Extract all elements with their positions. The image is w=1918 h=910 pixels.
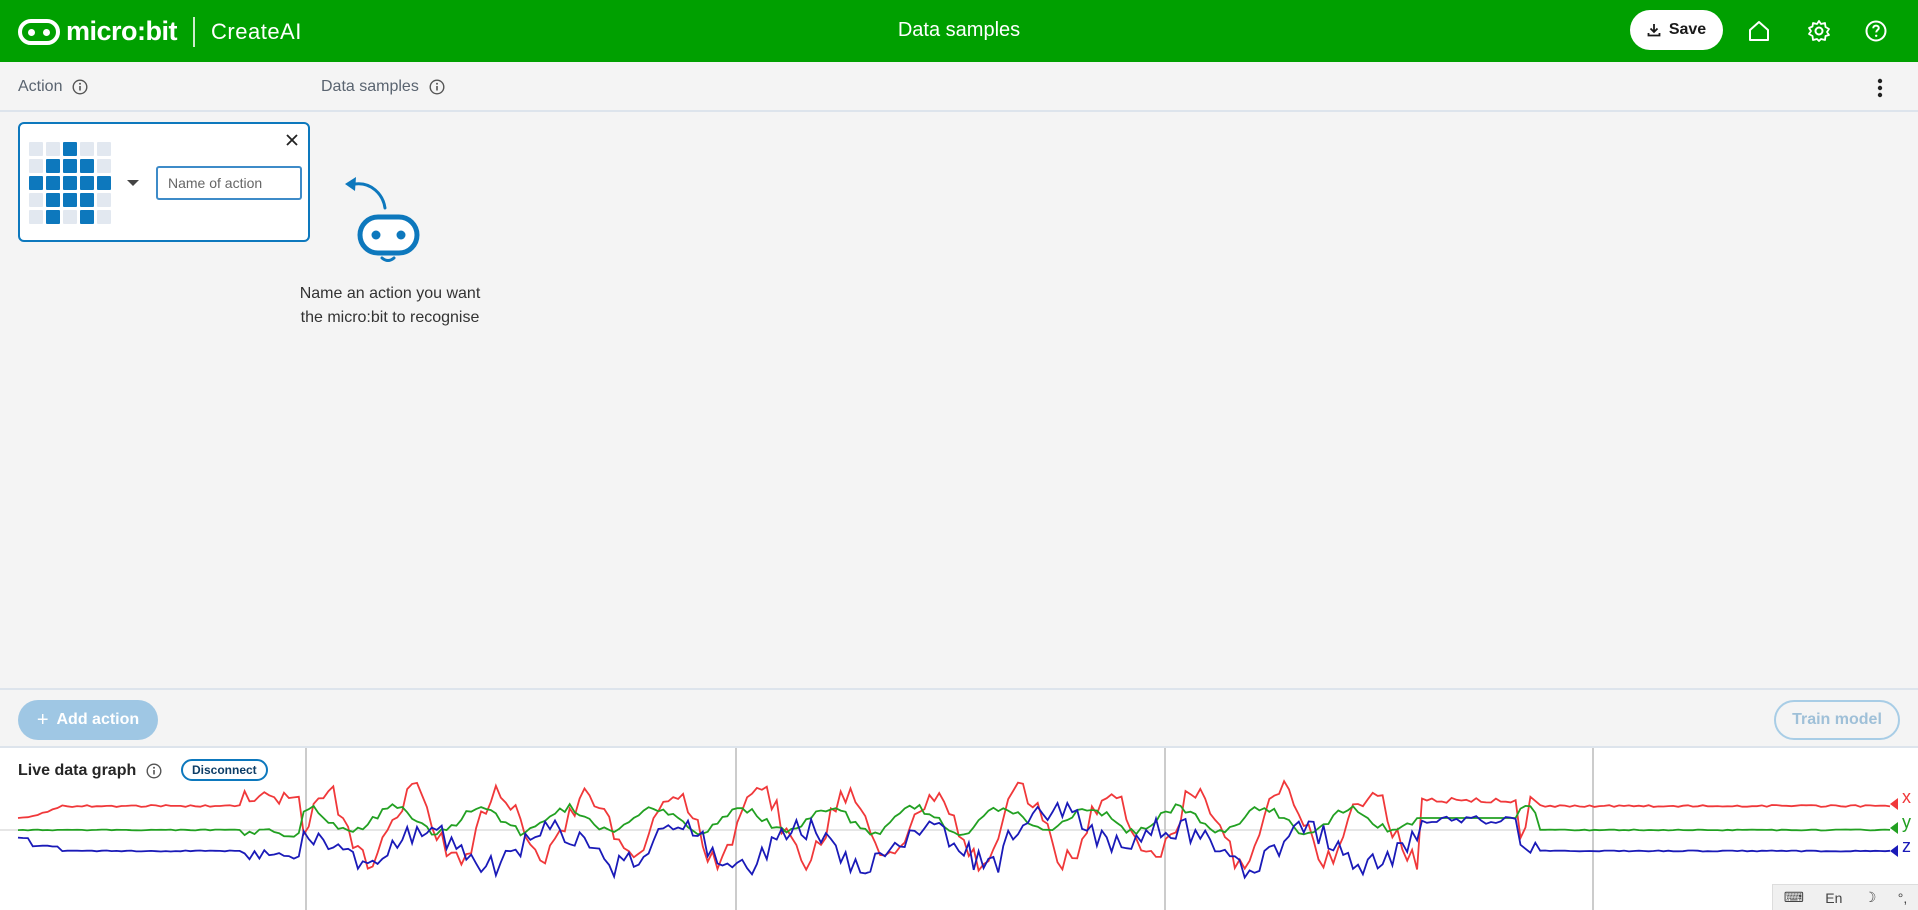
train-model-button[interactable]: Train model: [1774, 700, 1900, 740]
led-cell: [63, 193, 77, 207]
led-cell: [29, 193, 43, 207]
system-tray: ⌨ En ☽ °,: [1772, 884, 1918, 910]
add-action-button[interactable]: + Add action: [18, 700, 158, 740]
info-icon[interactable]: [72, 79, 88, 95]
action-name-input[interactable]: [156, 166, 302, 200]
chevron-down-icon[interactable]: [127, 180, 139, 186]
input-language[interactable]: En: [1825, 889, 1843, 906]
hint-line-2: the micro:bit to recognise: [300, 309, 480, 326]
led-cell: [80, 176, 94, 190]
page-title: Data samples: [897, 19, 1021, 41]
action-card: [18, 122, 310, 242]
led-cell: [29, 159, 43, 173]
logo-divider: [193, 16, 196, 47]
empty-state-hint: Name an action you want the micro:bit to…: [290, 282, 490, 330]
led-cell: [46, 176, 60, 190]
close-icon: [286, 134, 298, 146]
led-cell: [80, 142, 94, 156]
led-cell: [97, 210, 111, 224]
graph-line-y: [17, 802, 1891, 838]
column-header-bar: Action Data samples: [0, 62, 1918, 112]
hint-line-1: Name an action you want: [299, 285, 481, 302]
live-data-graph-label: Live data graph: [18, 762, 137, 779]
action-toolbar: + Add action Train model: [0, 688, 1918, 748]
led-cell: [80, 193, 94, 207]
help-icon: [1865, 20, 1887, 42]
data-samples-column-header: Data samples: [321, 78, 445, 96]
punctuation-icon[interactable]: °,: [1897, 889, 1908, 906]
data-samples-column-label: Data samples: [321, 78, 419, 95]
kebab-menu-icon: [1877, 78, 1883, 98]
product-name: CreateAI: [211, 18, 302, 44]
plus-icon: +: [36, 708, 49, 731]
save-button[interactable]: Save: [1630, 10, 1723, 50]
led-cell: [97, 176, 111, 190]
led-cell: [63, 176, 77, 190]
app-header: micro:bit CreateAI Data samples Save: [0, 0, 1918, 62]
home-icon: [1749, 21, 1769, 41]
led-cell: [97, 193, 111, 207]
brand-name: micro:bit: [66, 16, 178, 46]
live-data-graph: x y z: [0, 748, 1911, 910]
microbit-face-icon: [357, 214, 420, 262]
graph-line-x: [17, 779, 1891, 873]
download-icon: [1647, 24, 1661, 37]
led-cell: [29, 210, 43, 224]
led-cell: [97, 142, 111, 156]
led-cell: [46, 210, 60, 224]
action-column-label: Action: [18, 78, 63, 95]
microbit-logo-icon: [18, 18, 60, 45]
led-icon-picker[interactable]: [29, 142, 111, 224]
help-button[interactable]: [1862, 17, 1890, 45]
led-cell: [97, 159, 111, 173]
save-label: Save: [1668, 21, 1707, 38]
keyboard-icon[interactable]: ⌨: [1783, 889, 1804, 905]
led-cell: [46, 193, 60, 207]
hint-illustration: [345, 177, 420, 262]
add-action-label: Add action: [56, 711, 140, 728]
z-marker: [1890, 845, 1898, 857]
gear-icon: [1808, 20, 1830, 42]
led-cell: [80, 210, 94, 224]
disconnect-button[interactable]: Disconnect: [181, 759, 268, 781]
live-data-graph-panel: x y z Live data graph Disconnect: [0, 748, 1918, 910]
x-marker: [1890, 798, 1898, 810]
curved-arrow-icon: [345, 177, 387, 210]
led-cell: [63, 159, 77, 173]
led-cell: [80, 159, 94, 173]
led-cell: [46, 142, 60, 156]
more-options-button[interactable]: [1876, 77, 1884, 104]
microbit-logo[interactable]: micro:bit CreateAI: [18, 16, 302, 47]
action-column-header: Action: [18, 78, 88, 96]
led-cell: [29, 176, 43, 190]
settings-button[interactable]: [1805, 17, 1833, 45]
moon-icon[interactable]: ☽: [1863, 889, 1877, 905]
axis-label-z: z: [1902, 836, 1911, 856]
led-cell: [46, 159, 60, 173]
led-cell: [29, 142, 43, 156]
home-button[interactable]: [1745, 17, 1773, 45]
live-data-graph-title: Live data graph: [18, 762, 162, 780]
axis-label-x: x: [1902, 787, 1911, 807]
axis-label-y: y: [1902, 812, 1911, 832]
graph-line-z: [17, 800, 1891, 880]
info-icon[interactable]: [429, 79, 445, 95]
led-cell: [63, 142, 77, 156]
y-marker: [1890, 822, 1898, 834]
info-icon[interactable]: [146, 763, 162, 779]
led-cell: [63, 210, 77, 224]
delete-action-button[interactable]: [284, 132, 300, 148]
